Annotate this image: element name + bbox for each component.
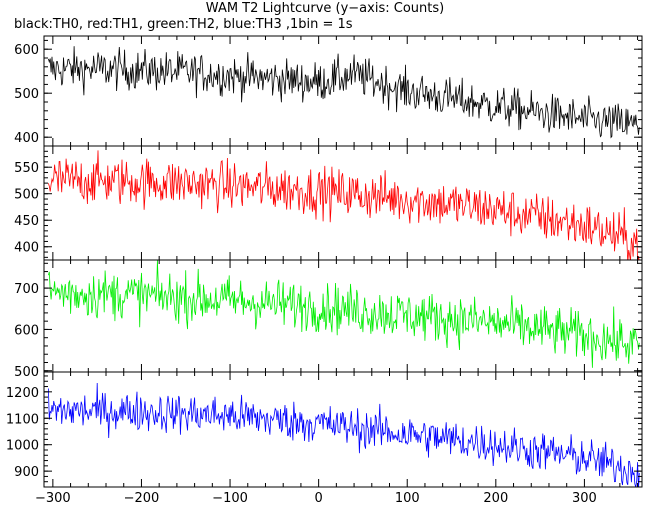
- y-tick-label: 450: [14, 214, 39, 229]
- y-tick-label: 500: [14, 87, 39, 102]
- y-tick-label: 500: [14, 188, 39, 203]
- x-tick-label: 300: [572, 491, 597, 505]
- series-line-th3: [48, 382, 640, 487]
- series-line-th1: [48, 150, 640, 260]
- x-tick-label: −200: [124, 491, 160, 505]
- panel-frame-th2: [43, 259, 643, 373]
- y-tick-label: 1200: [6, 386, 39, 401]
- y-tick-label: 500: [14, 365, 39, 380]
- x-tick-label: −300: [35, 491, 71, 505]
- panel-frame-th3: [43, 371, 643, 488]
- series-line-th2: [48, 260, 640, 368]
- chart-title: WAM T2 Lightcurve (y−axis: Counts): [205, 1, 445, 16]
- series-line-th0: [48, 46, 640, 139]
- y-tick-label: 600: [14, 323, 39, 338]
- y-tick-label: 400: [14, 131, 39, 146]
- x-tick-label: 0: [314, 491, 322, 505]
- chart-subtitle: black:TH0, red:TH1, green:TH2, blue:TH3 …: [14, 17, 353, 32]
- y-tick-label: 400: [14, 241, 39, 256]
- y-tick-label: 1100: [6, 412, 39, 427]
- x-tick-label: 100: [395, 491, 420, 505]
- y-tick-label: 1000: [6, 439, 39, 454]
- x-tick-label: −100: [212, 491, 248, 505]
- y-tick-label: 700: [14, 282, 39, 297]
- x-tick-label: 200: [483, 491, 508, 505]
- y-tick-label: 600: [14, 43, 39, 58]
- panel-frame-th0: [43, 35, 643, 147]
- y-tick-label: 900: [14, 465, 39, 480]
- y-tick-label: 550: [14, 161, 39, 176]
